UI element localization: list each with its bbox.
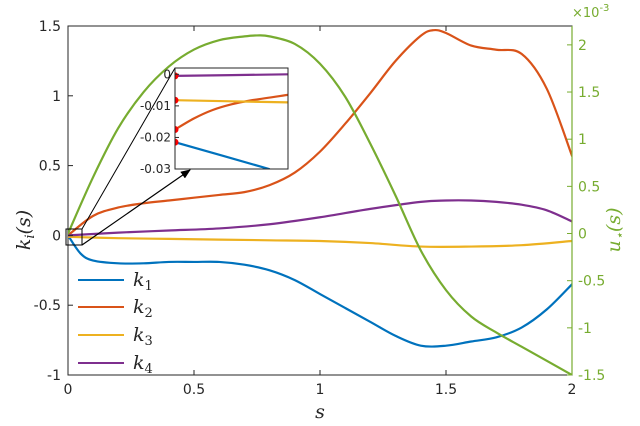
inset-series-line-4 xyxy=(175,73,288,77)
y-left-tick-label: -1 xyxy=(47,368,61,384)
zoom-arrow xyxy=(81,169,191,246)
left-axis-ticks: 1.5 1 0.5 0 -0.5 -1 xyxy=(34,19,73,384)
legend-k1-sub: 1 xyxy=(145,279,153,294)
y-left-sub: i xyxy=(23,234,38,238)
legend-k2-base: k xyxy=(133,296,145,318)
legend-label-k2: k2 xyxy=(133,296,153,321)
legend-label-k1: k1 xyxy=(133,269,153,294)
zoom-connector-line xyxy=(81,67,176,230)
legend-k3-sub: 3 xyxy=(145,334,153,349)
x-tick-label: 1.5 xyxy=(435,382,457,398)
inset-marker xyxy=(175,96,179,104)
y-right-tick-label: 1.5 xyxy=(578,85,600,101)
series-layer xyxy=(68,28,572,375)
legend: k1 k2 k3 k4 xyxy=(78,269,153,377)
y-right-arg: (s) xyxy=(603,208,625,233)
right-axis-exponent: ×10-3 xyxy=(572,3,609,21)
inset-y-ticks: 0 -0.01 -0.02 -0.03 xyxy=(140,67,179,176)
legend-k3-base: k xyxy=(133,324,145,346)
inset-tick-label: -0.02 xyxy=(140,130,171,144)
inset-series-line-1 xyxy=(175,141,271,169)
x-axis-ticks: 0 0.5 1 1.5 2 xyxy=(64,26,577,398)
y-left-tick-label: 1.5 xyxy=(39,19,61,35)
right-axis-ticks: 2 1.5 1 0.5 0 -0.5 -1 -1.5 xyxy=(567,26,605,384)
legend-label-k4: k4 xyxy=(133,352,153,377)
x-tick-label: 1 xyxy=(316,382,325,398)
inset-tick-label: -0.03 xyxy=(140,162,171,176)
y-right-tick-label: 0.5 xyxy=(578,179,600,195)
y-right-tick-label: -0.5 xyxy=(578,274,605,290)
x-axis-label: s xyxy=(315,401,325,423)
legend-k2-sub: 2 xyxy=(145,306,153,321)
x-tick-label: 0.5 xyxy=(183,382,205,398)
y-axis-right-label: u⋆(s) xyxy=(603,208,628,253)
y-right-base: u xyxy=(603,240,625,252)
legend-k4-sub: 4 xyxy=(145,362,153,377)
inset-marker xyxy=(175,126,179,134)
y-left-base: k xyxy=(13,239,35,251)
y-right-sub: ⋆ xyxy=(613,232,628,240)
inset-marker xyxy=(175,138,179,146)
y-left-tick-label: -0.5 xyxy=(34,298,61,314)
y-left-tick-label: 0.5 xyxy=(39,159,61,175)
legend-label-k3: k3 xyxy=(133,324,153,349)
y-left-tick-label: 0 xyxy=(52,228,61,244)
exponent-power: -3 xyxy=(599,3,609,14)
y-right-tick-label: -1 xyxy=(578,321,592,337)
y-left-arg: (s) xyxy=(13,210,35,235)
x-tick-label: 0 xyxy=(64,382,73,398)
y-left-tick-label: 1 xyxy=(52,89,61,105)
series-line-3 xyxy=(68,235,572,248)
inset-tick-label: 0 xyxy=(163,67,171,81)
y-axis-left-label: ki(s) xyxy=(13,210,38,250)
y-right-tick-label: 2 xyxy=(578,38,587,54)
inset-series-line-3 xyxy=(175,99,288,104)
inset-frame xyxy=(174,67,289,170)
inset-series-line-2 xyxy=(175,93,288,131)
series-line-5 xyxy=(68,34,572,375)
series-line-2 xyxy=(68,28,572,237)
x-tick-label: 2 xyxy=(568,382,577,398)
legend-k1-base: k xyxy=(133,269,145,291)
exponent-base: ×10 xyxy=(572,6,599,21)
y-right-tick-label: -1.5 xyxy=(578,368,605,384)
y-right-tick-label: 1 xyxy=(578,132,587,148)
series-line-1 xyxy=(68,234,572,348)
zoom-region-box xyxy=(65,228,83,246)
legend-k4-base: k xyxy=(133,352,145,374)
plot-area-frame xyxy=(67,25,573,376)
inset-series-layer xyxy=(175,72,288,169)
series-line-4 xyxy=(68,199,572,237)
inset-tick-label: -0.01 xyxy=(140,99,171,113)
y-right-tick-label: 0 xyxy=(578,227,587,243)
